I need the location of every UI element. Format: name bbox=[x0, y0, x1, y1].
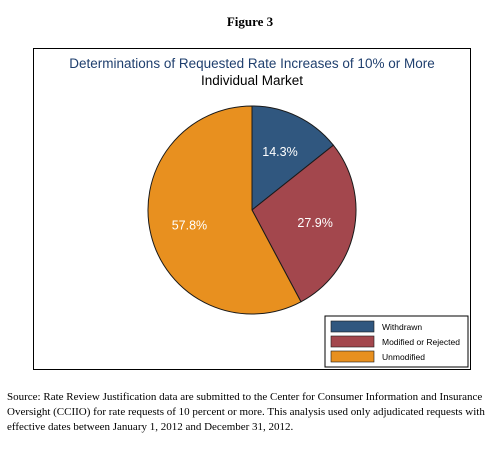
slice-label-modified-or-rejected: 27.9% bbox=[297, 216, 332, 230]
pie-slice-labels: 14.3% 27.9% 57.8% bbox=[172, 145, 333, 233]
chart-subtitle: Individual Market bbox=[201, 73, 303, 88]
pie-slice-withdrawn bbox=[251, 105, 335, 212]
legend-label: Modified or Rejected bbox=[382, 337, 460, 347]
legend-label: Withdrawn bbox=[382, 322, 422, 332]
pie-slice-unmodified bbox=[147, 105, 302, 315]
slice-label-withdrawn: 14.3% bbox=[262, 145, 297, 159]
chart-frame: Determinations of Requested Rate Increas… bbox=[33, 48, 471, 370]
chart-title: Determinations of Requested Rate Increas… bbox=[69, 56, 434, 71]
legend: Withdrawn Modified or Rejected Unmodified bbox=[324, 315, 469, 368]
legend-swatch bbox=[330, 350, 375, 363]
source-note: Source: Rate Review Justification data a… bbox=[7, 391, 485, 433]
figure-label: Figure 3 bbox=[226, 14, 274, 29]
pie-chart: Determinations of Requested Rate Increas… bbox=[69, 56, 469, 368]
legend-label: Unmodified bbox=[382, 352, 425, 362]
slice-label-unmodified: 57.8% bbox=[172, 219, 207, 233]
legend-swatch bbox=[330, 320, 375, 333]
legend-swatch bbox=[330, 335, 375, 348]
pie-slices bbox=[147, 105, 357, 315]
pie-slice-modified-or-rejected bbox=[251, 144, 357, 303]
